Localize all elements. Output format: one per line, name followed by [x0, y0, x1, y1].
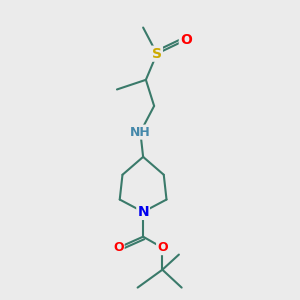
Text: O: O [180, 33, 192, 47]
Text: O: O [113, 241, 124, 254]
Text: N: N [137, 205, 149, 219]
Text: NH: NH [130, 126, 151, 139]
Text: S: S [152, 47, 162, 61]
Text: O: O [157, 241, 168, 254]
